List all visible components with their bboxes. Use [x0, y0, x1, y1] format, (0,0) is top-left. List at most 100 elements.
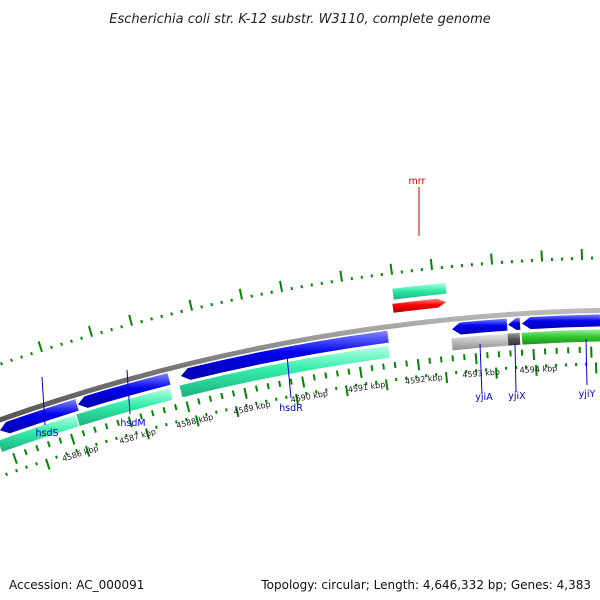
gc-tick — [10, 358, 13, 363]
gc-tick — [0, 361, 3, 366]
gc-tick — [125, 433, 128, 438]
mrr-cds-feature[interactable] — [392, 298, 446, 313]
yjiA-cds-feature[interactable] — [452, 318, 508, 335]
scale-tick — [532, 348, 536, 361]
yjiA-gene-feature[interactable] — [451, 333, 509, 351]
scale-tick — [23, 448, 28, 456]
yjiX-cds-feature[interactable] — [508, 317, 521, 330]
scale-tick — [393, 361, 397, 369]
gc-skew-ticks — [0, 248, 598, 477]
scale-tick — [58, 437, 63, 444]
genome-backbone — [0, 307, 600, 423]
yjiY-gene-feature[interactable] — [521, 329, 600, 345]
yjiA-leader-line — [479, 343, 483, 395]
hsdM-cds-feature[interactable] — [78, 373, 171, 408]
gc-tick — [115, 436, 118, 441]
scale-tick-label: 4592 kbp — [405, 373, 444, 386]
gc-tick — [325, 388, 328, 392]
backbone-arc — [0, 307, 600, 423]
scale-tick — [474, 353, 478, 365]
scale-tick — [150, 410, 155, 417]
gc-tick — [128, 314, 133, 326]
gc-tick — [389, 263, 393, 275]
gc-tick — [270, 290, 273, 294]
gc-tick — [445, 371, 449, 384]
gc-tick — [195, 415, 200, 427]
gc-tick — [35, 462, 38, 466]
gc-tick — [295, 393, 300, 405]
gc-tick — [100, 330, 103, 335]
gc-tick — [140, 319, 143, 324]
mrr-gene-feature[interactable] — [392, 282, 447, 300]
scale-tick — [12, 452, 18, 465]
hsdR-gene-feature[interactable] — [179, 345, 390, 398]
yjiY-label[interactable]: yjiY — [579, 389, 596, 400]
scale-tick — [220, 392, 224, 400]
gc-tick — [490, 253, 493, 265]
gc-tick — [155, 425, 158, 429]
yjiY-cds-feature[interactable] — [522, 314, 600, 330]
scale-tick — [243, 387, 248, 399]
scale-tick — [324, 372, 328, 379]
scale-tick — [359, 366, 363, 378]
gc-tick — [220, 300, 223, 305]
scale-tick — [428, 357, 432, 364]
hsdM-label[interactable]: hsdM — [120, 418, 145, 429]
scale-tick — [139, 413, 143, 420]
hsdS-leader-line — [41, 376, 46, 426]
scale-tick-label: 4589 kbp — [233, 400, 272, 417]
gc-tick — [95, 442, 98, 447]
scale-tick — [127, 416, 133, 428]
gc-tick — [290, 286, 293, 291]
map-title: Escherichia coli str. K-12 substr. W3110… — [109, 12, 490, 27]
gc-tick — [305, 391, 308, 396]
scale-tick — [335, 370, 339, 377]
yjiX-label[interactable]: yjiX — [508, 391, 526, 402]
gc-tick — [55, 455, 58, 459]
gene-labels: mrr hsdS hsdM hsdR yjiA yjiX yjiY — [35, 176, 595, 439]
mrr-label[interactable]: mrr — [409, 176, 426, 187]
gc-tick — [225, 408, 228, 412]
gc-tick — [45, 458, 51, 470]
scale-tick-label: 4588 kbp — [175, 412, 214, 430]
scale-tick — [185, 401, 191, 413]
gc-tick — [185, 417, 188, 422]
scale-tick — [382, 363, 385, 370]
accession-text: Accession: AC_000091 — [9, 578, 145, 592]
scale-tick — [289, 378, 293, 385]
gc-tick — [339, 270, 343, 282]
gc-tick — [200, 305, 203, 309]
yjiX-gene-feature[interactable] — [507, 332, 521, 346]
gc-tick — [385, 379, 389, 391]
gc-tick — [80, 336, 83, 340]
scale-tick — [266, 382, 270, 390]
hsdR-cds-feature[interactable] — [181, 330, 389, 380]
scale-tick — [81, 430, 86, 437]
gc-tick — [495, 367, 498, 379]
gc-tick — [145, 428, 150, 440]
scale-tick — [46, 441, 51, 448]
scale-tick — [231, 390, 236, 397]
gc-tick — [265, 399, 268, 403]
gc-tick — [188, 299, 193, 311]
hsdS-cds-feature[interactable] — [0, 399, 79, 434]
scale-tick — [35, 445, 40, 452]
scale-tick — [405, 360, 408, 367]
genome-summary-text: Topology: circular; Length: 4,646,332 bp… — [261, 578, 591, 592]
gc-tick — [255, 401, 258, 406]
gc-tick — [135, 431, 138, 435]
hsdM-gene-feature[interactable] — [76, 388, 173, 426]
yjiA-label[interactable]: yjiA — [475, 392, 493, 403]
gc-tick — [245, 403, 248, 408]
gc-tick — [279, 280, 283, 292]
gc-tick — [65, 452, 68, 456]
gc-tick — [25, 465, 28, 469]
hsdR-leader-line — [286, 354, 292, 399]
hsdS-label[interactable]: hsdS — [35, 428, 58, 439]
hsdS-gene-feature[interactable] — [0, 414, 79, 452]
gc-tick — [315, 390, 318, 394]
hsdR-label[interactable]: hsdR — [279, 403, 303, 414]
scale-tick-label: 4594 kbp — [519, 364, 557, 375]
gc-tick — [429, 258, 433, 271]
